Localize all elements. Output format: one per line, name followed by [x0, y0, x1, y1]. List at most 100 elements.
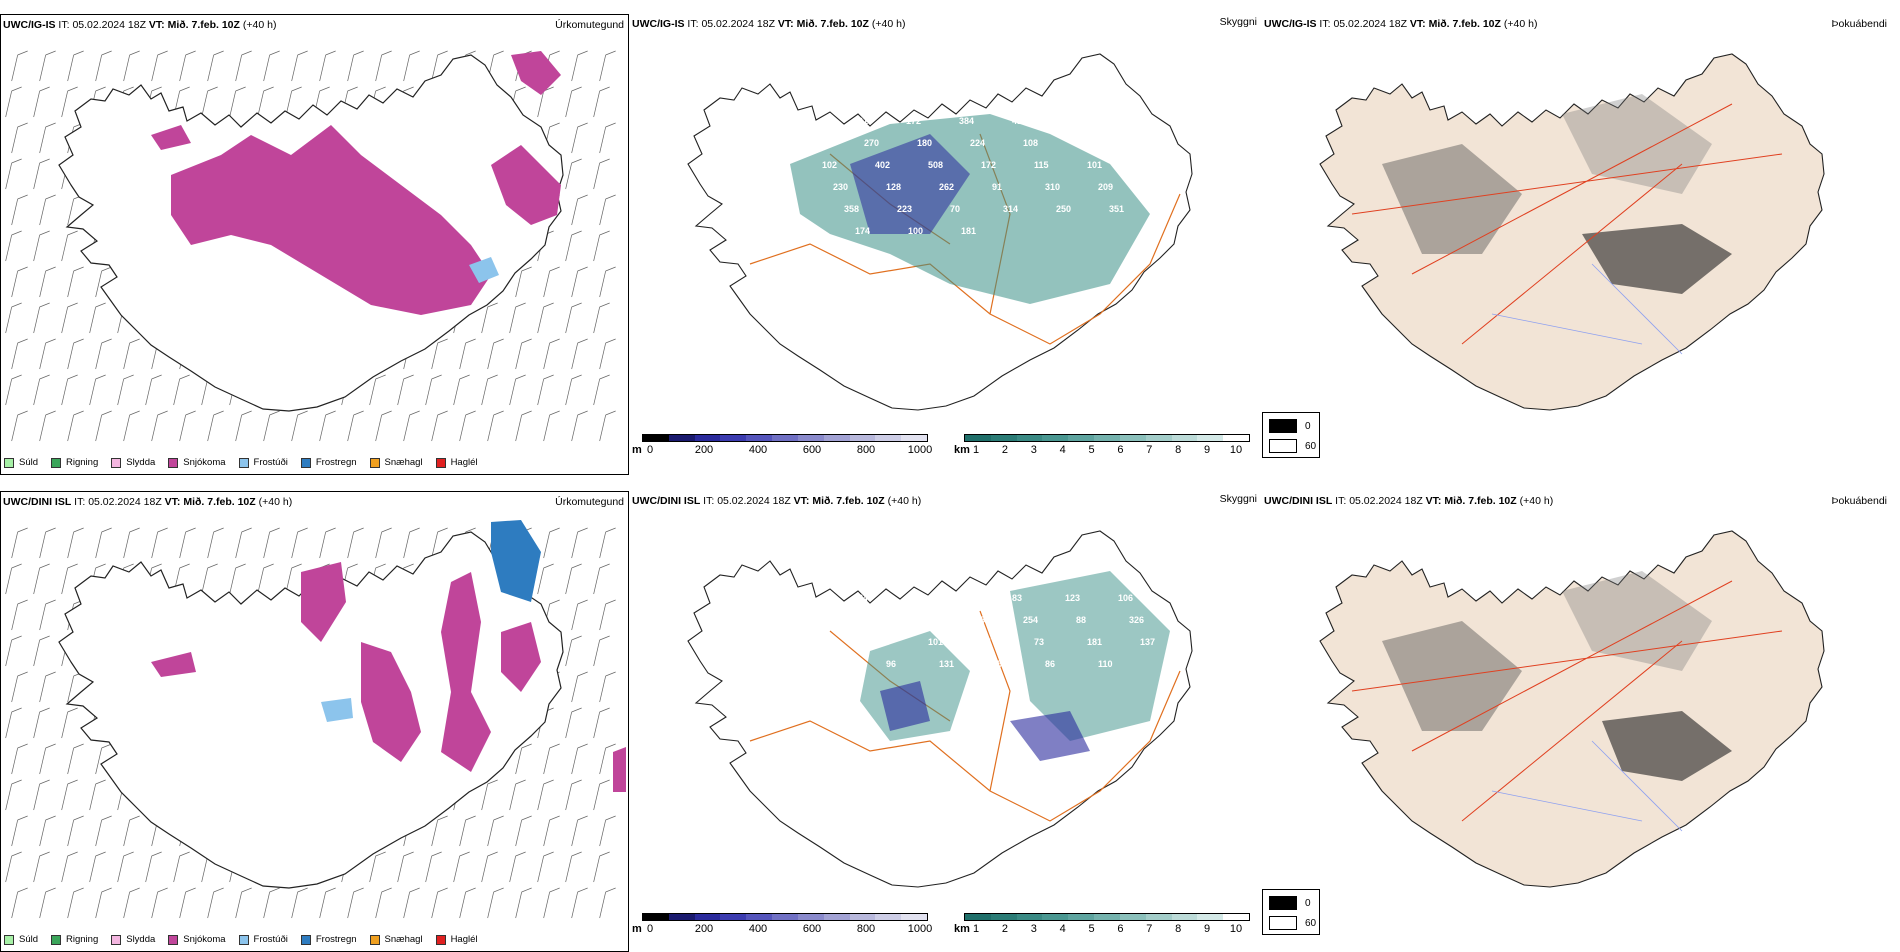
- legend-item: Snjókoma: [168, 457, 226, 468]
- colorbar-tick: 4: [1059, 923, 1066, 935]
- legend-item: Slydda: [111, 934, 155, 945]
- visibility-value-label: 178: [906, 593, 921, 603]
- colorbar-segment: [849, 435, 876, 441]
- colorbar-segment: [668, 914, 695, 920]
- colorbar-segment: [1068, 435, 1095, 441]
- fog-legend-label: 60: [1305, 440, 1317, 452]
- colorbar-tick: 400: [748, 923, 768, 935]
- colorbar-strip: [642, 434, 928, 442]
- visibility-map: 215 234 178 688 83 123 106 173 246 459 335 254 88 326…: [687, 530, 1193, 888]
- visibility-value-label: 91: [992, 182, 1002, 192]
- legend-label: Frostúði: [253, 457, 288, 468]
- colorbar-tick: 3: [1030, 444, 1037, 456]
- visibility-colorbar: km 1 2 3 4 5 6 7 8 9 10: [954, 434, 1254, 464]
- fog-index-map: [1319, 53, 1825, 411]
- panel-title: Þokuábendi: [1831, 18, 1887, 30]
- colorbar-tick: 1000: [907, 444, 933, 456]
- legend-swatch: [435, 457, 446, 468]
- fog-legend-item: 60: [1269, 439, 1316, 453]
- height-colorbar: m 0 200 400 600 800 1000: [632, 913, 932, 943]
- colorbar-segment: [720, 435, 747, 441]
- colorbar-tick: 8: [1175, 923, 1182, 935]
- colorbar-tick: 7: [1146, 444, 1153, 456]
- colorbar-segment: [772, 435, 798, 441]
- fog-panel-2: UWC/DINI ISL IT: 05.02.2024 18Z VT: Mið.…: [1262, 491, 1891, 952]
- visibility-panel-2: UWC/DINI ISL IT: 05.02.2024 18Z VT: Mið.…: [630, 491, 1259, 952]
- visibility-value-label: 335: [970, 615, 985, 625]
- fog-legend-item: 60: [1269, 916, 1316, 930]
- colorbar-tick: 1: [972, 923, 980, 935]
- fog-legend-swatch: [1269, 439, 1297, 453]
- legend-label: Frostregn: [315, 934, 357, 945]
- visibility-value-label: 130: [1129, 138, 1144, 148]
- fog-legend-swatch: [1269, 916, 1297, 930]
- colorbar-segment: [797, 914, 824, 920]
- visibility-value-label: 83: [1012, 593, 1022, 603]
- visibility-value-label: 358: [844, 204, 859, 214]
- visibility-value-label: 172: [906, 116, 921, 126]
- legend-label: Súld: [19, 457, 39, 468]
- legend-item: Slydda: [111, 457, 155, 468]
- visibility-value-label: 688: [959, 593, 974, 603]
- legend-swatch: [435, 934, 446, 945]
- legend-item: Snæhagl: [369, 457, 423, 468]
- colorbar-segment: [746, 435, 773, 441]
- colorbar-tick: 9: [1204, 923, 1211, 935]
- visibility-value-label: 351: [1109, 204, 1124, 214]
- legend-item: Snæhagl: [369, 934, 423, 945]
- visibility-value-label: 131: [939, 659, 954, 669]
- colorbar-segment: [797, 435, 824, 441]
- fog-legend-label: 0: [1305, 420, 1311, 432]
- visibility-value-label: 254: [1023, 615, 1038, 625]
- colorbar-strip: [964, 913, 1250, 921]
- visibility-value-label: 96: [886, 659, 896, 669]
- legend-label: Haglél: [450, 934, 478, 945]
- colorbar-tick: 6: [1117, 444, 1124, 456]
- visibility-value-label: 181: [961, 226, 976, 236]
- visibility-value-label: 223: [897, 204, 912, 214]
- colorbar-segment: [1145, 914, 1172, 920]
- visibility-value-label: 191: [853, 116, 868, 126]
- colorbar-segment: [1171, 914, 1198, 920]
- legend-swatch: [300, 457, 311, 468]
- legend-item: Rigning: [51, 934, 98, 945]
- colorbar-strip: [964, 434, 1250, 442]
- precip-legend: Súld Rigning Slydda Snjókoma Frostúði Frostre…: [4, 457, 478, 468]
- colorbar-segment: [1068, 914, 1095, 920]
- colorbar-segment: [965, 914, 991, 920]
- panel-title: Úrkomutegund: [555, 19, 624, 31]
- visibility-value-label: 180: [875, 637, 890, 647]
- legend-swatch: [168, 934, 179, 945]
- visibility-value-label: 73: [1034, 637, 1044, 647]
- visibility-value-label: 384: [959, 116, 974, 126]
- fog-legend: 0 60: [1262, 889, 1320, 935]
- fog-legend-label: 60: [1305, 917, 1317, 929]
- legend-swatch: [369, 934, 380, 945]
- colorbar-segment: [694, 435, 721, 441]
- legend-item: Frostregn: [300, 934, 357, 945]
- colorbar-segment: [1197, 914, 1224, 920]
- colorbar-segment: [901, 914, 927, 920]
- colorbar-segment: [746, 914, 773, 920]
- legend-label: Snæhagl: [384, 934, 423, 945]
- colorbar-segment: [1042, 914, 1069, 920]
- legend-swatch: [238, 934, 249, 945]
- colorbar-tick: 10: [1229, 923, 1243, 935]
- colorbar-tick: 1000: [907, 923, 933, 935]
- visibility-value-label: 402: [875, 160, 890, 170]
- visibility-value-label: 172: [981, 160, 996, 170]
- colorbar-tick: 2: [1001, 444, 1008, 456]
- colorbar-segment: [965, 435, 991, 441]
- colorbar-tick: 2: [1001, 923, 1008, 935]
- visibility-value-label: 246: [864, 615, 879, 625]
- legend-label: Frostregn: [315, 457, 357, 468]
- colorbar-segment: [668, 435, 695, 441]
- colorbar-segment: [772, 914, 798, 920]
- colorbar-tick: 200: [694, 444, 714, 456]
- visibility-value-label: 262: [939, 182, 954, 192]
- panel-header: UWC/DINI ISL IT: 05.02.2024 18Z VT: Mið.…: [3, 496, 293, 508]
- visibility-value-label: 126: [1118, 116, 1133, 126]
- visibility-value-label: 209: [1098, 182, 1113, 192]
- visibility-map: 176 191 172 384 410 211 126 161 270 180 224 108 216 1…: [687, 53, 1193, 411]
- legend-label: Rigning: [66, 457, 99, 468]
